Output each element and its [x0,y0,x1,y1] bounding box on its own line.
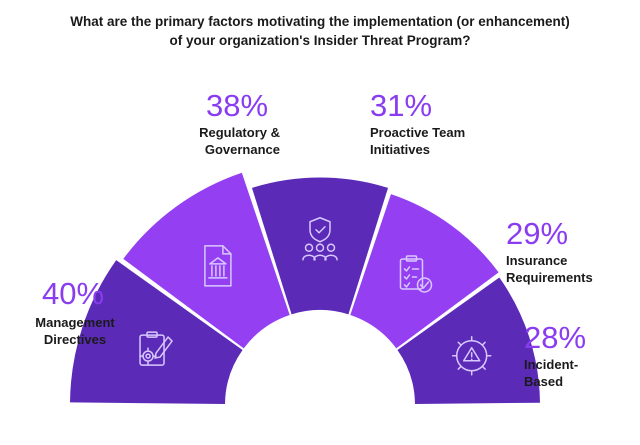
segment-regulatory-governance [123,172,290,349]
chart-title-line-1: What are the primary factors motivating … [70,14,570,29]
category-label-line: Insurance [506,253,568,268]
category-label-regulatory-governance: Regulatory & Governance [160,124,280,158]
shield-team-icon [302,217,338,261]
chart-title-line-2: of your organization's Insider Threat Pr… [169,33,471,48]
value-label-insurance-requirements: 29% [506,216,569,251]
category-label-line: Governance [204,142,280,157]
chart-title: What are the primary factors motivating … [20,12,620,50]
category-label-line: Proactive Team [370,125,466,140]
value-label-management-directives: 40% [42,276,105,311]
category-label-line: Initiatives [370,142,430,157]
category-label-line: Regulatory & [199,125,280,140]
category-label-line: Requirements [506,270,593,285]
value-label-regulatory-governance: 38% [206,88,269,123]
category-label-management-directives: Management Directives [10,314,140,348]
category-label-line: Directives [43,332,107,347]
building-document-icon [204,245,232,287]
category-label-proactive-team-initiatives: Proactive Team Initiatives [370,124,510,158]
gear-warning-icon [451,335,492,376]
checklist-icon [399,255,433,293]
value-label-proactive-team-initiatives: 31% [370,88,433,123]
category-label-line: Based [524,374,564,389]
category-label-incident-based: Incident- Based [524,356,634,390]
value-label-incident-based: 28% [524,320,587,355]
category-label-line: Management [35,315,115,330]
clipboard-gear-icon [139,331,173,366]
category-label-line: Incident- [524,357,579,372]
segment-insurance-requirements [350,194,499,349]
category-label-insurance-requirements: Insurance Requirements [506,252,636,286]
segment-proactive-team-initiatives [251,177,389,315]
